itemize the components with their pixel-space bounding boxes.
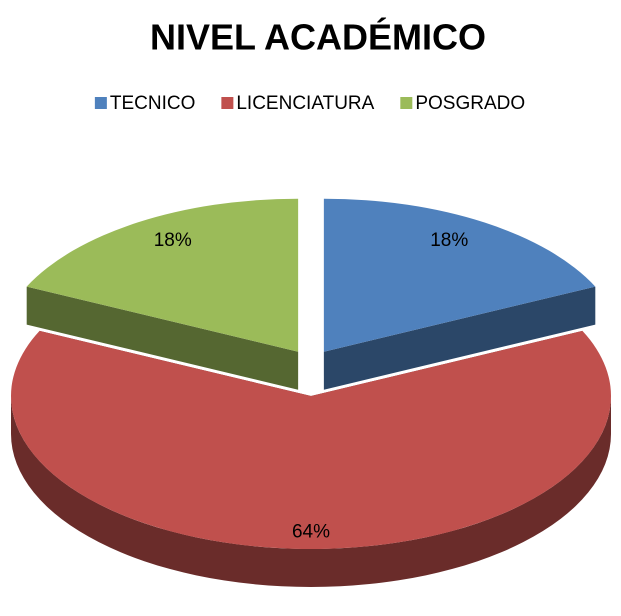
data-label: 64%	[292, 521, 330, 542]
slice: 18%	[26, 198, 299, 390]
data-label: 18%	[154, 230, 192, 251]
slice-side	[26, 286, 299, 390]
legend-label: POSGRADO	[415, 93, 525, 114]
legend-swatch	[221, 97, 234, 109]
legend-label: LICENCIATURA	[236, 93, 374, 114]
slice: 64%	[10, 330, 611, 587]
pie: 18% 18% 64%	[10, 198, 611, 587]
legend-swatch	[400, 97, 413, 109]
slice-wall	[11, 396, 611, 587]
data-label: 18%	[430, 230, 468, 251]
slice-top	[10, 330, 611, 549]
legend-label: TECNICO	[110, 93, 196, 114]
slice-top	[323, 198, 596, 352]
chart-title: NIVEL ACADÉMICO	[150, 17, 486, 58]
slice-top	[26, 198, 299, 352]
slice-side	[323, 286, 596, 390]
legend: TECNICO LICENCIATURA POSGRADO	[94, 93, 525, 114]
legend-swatch	[94, 97, 107, 109]
slice: 18%	[323, 198, 596, 390]
